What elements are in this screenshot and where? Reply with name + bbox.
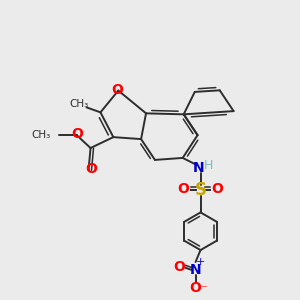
Text: H: H: [204, 159, 213, 172]
Text: O: O: [190, 281, 202, 295]
Text: O: O: [85, 162, 98, 176]
Text: O: O: [111, 82, 123, 97]
Text: N: N: [190, 263, 201, 277]
Text: CH₃: CH₃: [69, 99, 88, 110]
Text: S: S: [194, 181, 206, 199]
Text: ⁻: ⁻: [200, 283, 207, 296]
Text: O: O: [212, 182, 223, 196]
Text: O: O: [173, 260, 185, 274]
Text: O: O: [72, 127, 84, 141]
Text: +: +: [196, 257, 205, 267]
Text: N: N: [193, 161, 204, 175]
Text: CH₃: CH₃: [32, 130, 51, 140]
Text: O: O: [178, 182, 190, 196]
